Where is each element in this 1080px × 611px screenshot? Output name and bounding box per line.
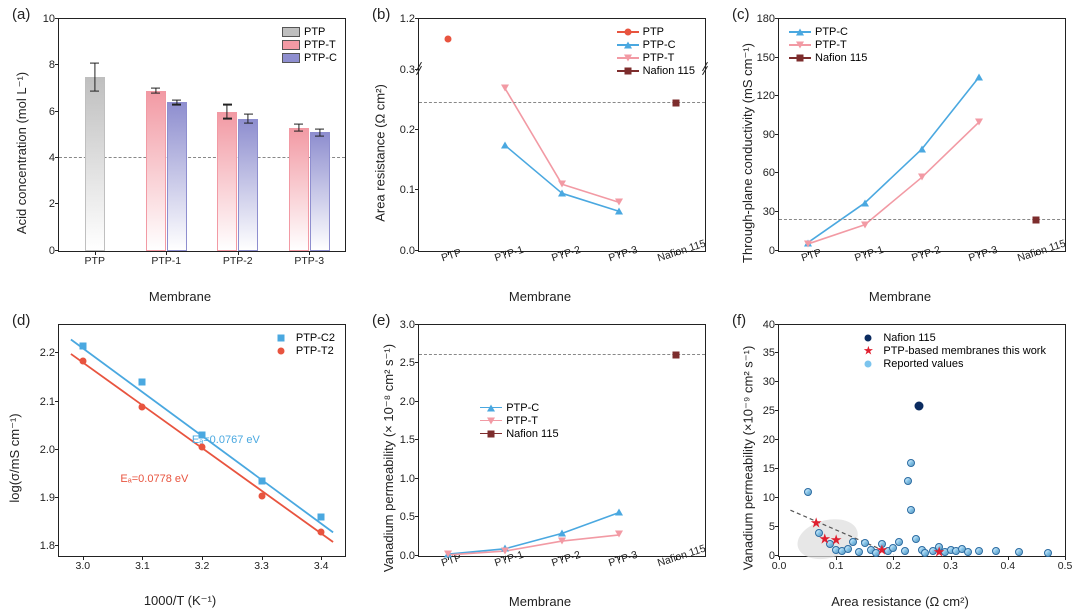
panel-a-ylabel: Acid concentration (mol L⁻¹) xyxy=(14,72,30,234)
panel-d-xlabel: 1000/T (K⁻¹) xyxy=(144,593,216,609)
panel-f: (f) Vanadium permeability (×10⁻⁹ cm² s⁻¹… xyxy=(720,306,1080,611)
ea-annotation: Eₐ=0.0778 eV xyxy=(120,473,188,485)
panel-c-plot: PTP-CPTP-TNafion 115 0306090120150180PTP… xyxy=(778,18,1066,252)
panel-c-label: (c) xyxy=(732,6,750,23)
legend-item: PTP-T xyxy=(282,39,337,51)
panel-d: (d) log(σ/mS cm⁻¹) 1000/T (K⁻¹) PTP-C2PT… xyxy=(0,306,360,611)
figure-grid: (a) Acid concentration (mol L⁻¹) Membran… xyxy=(0,0,1080,611)
bar xyxy=(310,132,330,250)
bar xyxy=(167,102,187,250)
panel-c: (c) Through-plane conductivity (mS cm⁻¹)… xyxy=(720,0,1080,306)
bar xyxy=(217,112,237,251)
panel-d-ylabel: log(σ/mS cm⁻¹) xyxy=(7,414,23,503)
panel-f-ylabel: Vanadium permeability (×10⁻⁹ cm² s⁻¹) xyxy=(740,346,756,571)
bar xyxy=(238,119,258,251)
panel-b-label: (b) xyxy=(372,6,390,23)
panel-a: (a) Acid concentration (mol L⁻¹) Membran… xyxy=(0,0,360,306)
panel-e-plot: PTP-CPTP-TNafion 115 0.00.51.01.52.02.53… xyxy=(418,324,706,558)
panel-e: (e) Vanadium permeability (× 10⁻⁸ cm² s⁻… xyxy=(360,306,720,611)
panel-f-xlabel: Area resistance (Ω cm²) xyxy=(831,594,969,609)
bar xyxy=(146,91,166,251)
legend-item: PTP-C xyxy=(282,52,337,64)
panel-f-plot: Nafion 115★PTP-based membranes this work… xyxy=(778,324,1066,558)
panel-e-label: (e) xyxy=(372,312,390,329)
panel-b-xlabel: Membrane xyxy=(509,289,571,304)
panel-d-label: (d) xyxy=(12,312,30,329)
panel-a-xlabel: Membrane xyxy=(149,289,211,304)
panel-b-plot: PTPPTP-CPTP-TNafion 115 0.00.10.20.31.2P… xyxy=(418,18,706,252)
panel-a-label: (a) xyxy=(12,6,30,23)
panel-c-ylabel: Through-plane conductivity (mS cm⁻¹) xyxy=(740,43,756,263)
panel-e-ylabel: Vanadium permeability (× 10⁻⁸ cm² s⁻¹) xyxy=(381,344,397,572)
bar xyxy=(85,77,105,251)
panel-f-label: (f) xyxy=(732,312,746,329)
panel-b-ylabel: Area resistance (Ω cm²) xyxy=(372,84,387,222)
panel-d-plot: PTP-C2PTP-T2 1.81.92.02.12.23.03.13.23.3… xyxy=(58,324,346,558)
panel-a-legend: PTPPTP-TPTP-C xyxy=(278,23,341,67)
panel-c-xlabel: Membrane xyxy=(869,289,931,304)
panel-e-xlabel: Membrane xyxy=(509,594,571,609)
panel-b: (b) Area resistance (Ω cm²) Membrane PTP… xyxy=(360,0,720,306)
panel-a-plot: PTPPTP-TPTP-C 0246810PTPPTP-1PTP-2PTP-3 xyxy=(58,18,346,252)
bar xyxy=(289,128,309,251)
legend-item: PTP xyxy=(282,26,337,38)
